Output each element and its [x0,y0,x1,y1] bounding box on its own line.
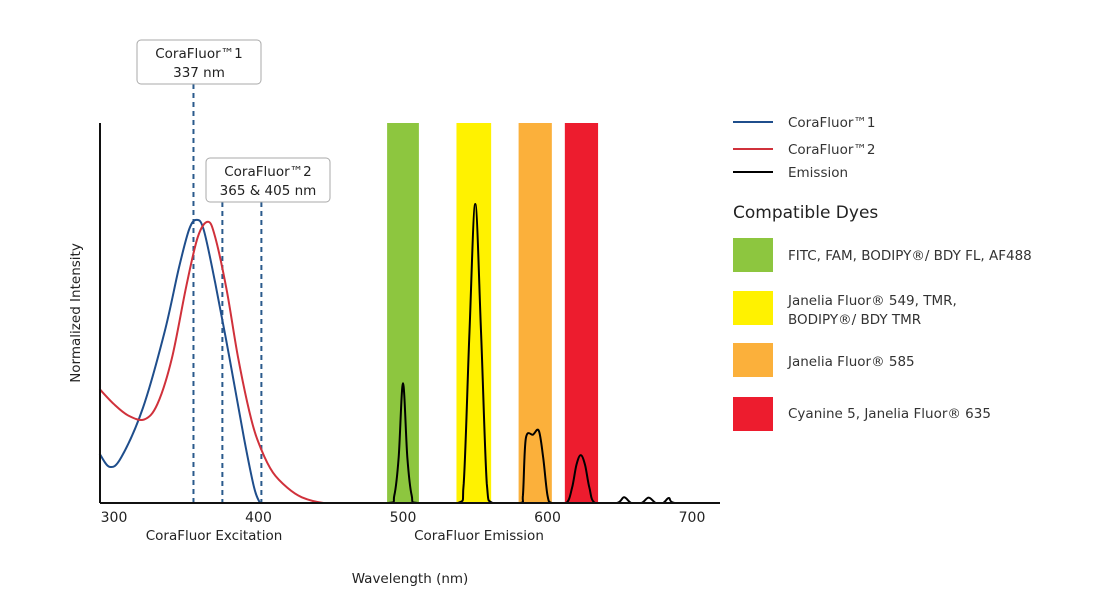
dye-bands [387,123,599,503]
dye-band-3 [564,123,599,503]
callout-value: 365 & 405 nm [220,183,317,199]
legend-label-corafluor1: CoraFluor™1 [788,115,875,131]
x-tick-label: 700 [679,510,706,526]
series-line-corafluor-1 [98,218,261,504]
legend-label-emission: Emission [788,165,848,181]
dye-label: Janelia Fluor® 549, TMR, [787,293,957,309]
dye-band-2 [518,123,552,503]
x-tick-label: 600 [534,510,561,526]
callout-corafluor2: CoraFluor™2 365 & 405 nm [205,157,331,203]
x-tick-label: 400 [245,510,272,526]
dye-swatch-yellow [733,291,773,325]
legend: CoraFluor™1 CoraFluor™2 Emission Compati… [733,115,1032,431]
dye-swatch-red [733,397,773,431]
legend-label-corafluor2: CoraFluor™2 [788,142,875,158]
dye-label: Janelia Fluor® 585 [787,354,915,370]
excitation-lines [192,84,263,503]
dye-swatch-green [733,238,773,272]
dye-swatch-orange [733,343,773,377]
dye-label: FITC, FAM, BODIPY®/ BDY FL, AF488 [788,248,1032,264]
dye-label: Cyanine 5, Janelia Fluor® 635 [788,406,991,422]
dye-label-line2: BODIPY®/ BDY TMR [788,312,921,328]
callout-title: CoraFluor™2 [224,164,311,180]
series-line-corafluor-2 [98,220,346,504]
callout-value: 337 nm [173,65,225,81]
dye-band-0 [387,123,419,503]
x-tick-label: 300 [101,510,128,526]
x-tick-labels: 300 400 500 600 700 [101,510,706,526]
x-axis-label: Wavelength (nm) [352,571,469,587]
callout-title: CoraFluor™1 [155,46,242,62]
sublabel-excitation: CoraFluor Excitation [146,528,283,544]
callout-corafluor1: CoraFluor™1 337 nm [136,39,262,85]
x-tick-label: 500 [390,510,417,526]
dyes-title: Compatible Dyes [733,203,878,223]
y-axis-label: Normalized Intensity [68,243,84,383]
sublabel-emission: CoraFluor Emission [414,528,544,544]
